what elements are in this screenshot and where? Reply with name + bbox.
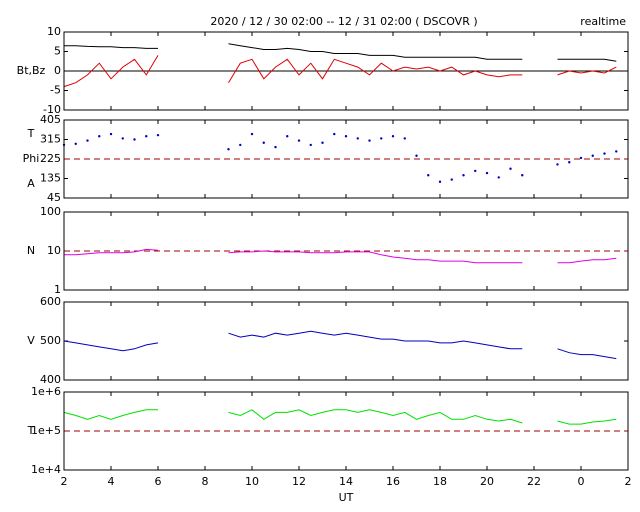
data-point: [321, 141, 324, 144]
y-tick-label: 10: [47, 244, 61, 257]
data-point: [615, 150, 618, 153]
data-point: [450, 178, 453, 181]
y-axis-label: N: [27, 244, 35, 257]
data-point: [591, 154, 594, 157]
data-point: [98, 135, 101, 138]
data-point: [403, 137, 406, 140]
y-axis-label: T: [27, 127, 35, 140]
data-line: [63, 409, 617, 425]
y-tick-label: -5: [50, 84, 61, 97]
data-point: [262, 141, 265, 144]
x-tick-label: 12: [292, 475, 306, 488]
data-point: [474, 169, 477, 173]
data-point: [438, 180, 442, 183]
data-point: [156, 133, 160, 137]
y-tick-label: 1: [54, 283, 61, 296]
data-point: [556, 163, 559, 166]
data-line: [63, 55, 617, 88]
plot-frame: [63, 301, 629, 381]
data-point: [356, 137, 359, 140]
data-point: [380, 137, 383, 140]
y-tick-label: 1e+5: [31, 424, 61, 437]
y-tick-label: 1e+6: [31, 385, 61, 398]
data-point: [239, 143, 242, 147]
data-point: [286, 135, 289, 138]
data-point: [274, 145, 277, 149]
data-point: [521, 174, 524, 177]
data-line: [64, 43, 617, 62]
y-tick-label: 10: [47, 25, 61, 38]
x-tick-label: 0: [578, 475, 585, 488]
x-axis-label: UT: [339, 491, 354, 504]
data-point: [368, 139, 371, 142]
y-tick-label: 135: [40, 172, 61, 185]
y-tick-label: 45: [47, 191, 61, 204]
y-axis-label: V: [27, 334, 35, 347]
x-tick-label: 2: [625, 475, 632, 488]
data-line: [64, 248, 617, 264]
data-point: [391, 135, 395, 138]
data-point: [427, 174, 430, 177]
data-point: [485, 171, 489, 175]
y-axis-label: A: [27, 177, 35, 190]
data-point: [86, 139, 89, 142]
data-point: [309, 143, 312, 147]
x-tick-label: 2: [61, 475, 68, 488]
x-tick-label: 16: [386, 475, 400, 488]
plot-frame: [63, 391, 629, 471]
y-tick-label: 1e+4: [31, 463, 61, 476]
data-point: [497, 176, 500, 179]
y-tick-label: 0: [54, 64, 61, 77]
y-tick-label: -10: [43, 103, 61, 116]
y-tick-label: 405: [40, 113, 61, 126]
data-point: [297, 139, 301, 142]
data-point: [333, 132, 336, 136]
data-point: [250, 132, 254, 136]
y-tick-label: 100: [40, 205, 61, 218]
y-axis-label: Bt,Bz: [17, 64, 46, 77]
y-tick-label: 315: [40, 133, 61, 146]
data-point: [227, 148, 230, 151]
chart-title: 2020 / 12 / 30 02:00 -- 12 / 31 02:00 ( …: [210, 15, 477, 28]
y-tick-label: 600: [40, 295, 61, 308]
x-tick-label: 20: [480, 475, 494, 488]
y-tick-label: 5: [54, 45, 61, 58]
x-tick-label: 4: [108, 475, 115, 488]
data-point: [462, 174, 465, 177]
data-point: [568, 161, 571, 164]
data-point: [109, 132, 113, 136]
data-point: [415, 154, 418, 157]
x-tick-label: 18: [433, 475, 447, 488]
data-point: [121, 137, 124, 140]
plot-frame: [63, 119, 629, 199]
status-label: realtime: [580, 15, 626, 28]
y-tick-label: 225: [40, 152, 61, 165]
y-axis-label: T: [27, 424, 35, 437]
data-point: [603, 152, 606, 155]
x-tick-label: 8: [202, 475, 209, 488]
plot-frame: [63, 211, 629, 291]
data-point: [344, 135, 348, 138]
x-tick-label: 14: [339, 475, 353, 488]
plot-frame: [63, 31, 629, 111]
data-point: [145, 135, 148, 138]
data-point: [509, 167, 512, 170]
data-point: [74, 142, 77, 146]
y-axis-label: Phi: [23, 152, 40, 165]
x-tick-label: 6: [155, 475, 162, 488]
y-tick-label: 400: [40, 373, 61, 386]
data-point: [133, 138, 136, 141]
data-line: [63, 330, 617, 360]
x-tick-label: 22: [527, 475, 541, 488]
data-point: [579, 156, 583, 160]
x-tick-label: 10: [245, 475, 259, 488]
y-tick-label: 500: [40, 334, 61, 347]
